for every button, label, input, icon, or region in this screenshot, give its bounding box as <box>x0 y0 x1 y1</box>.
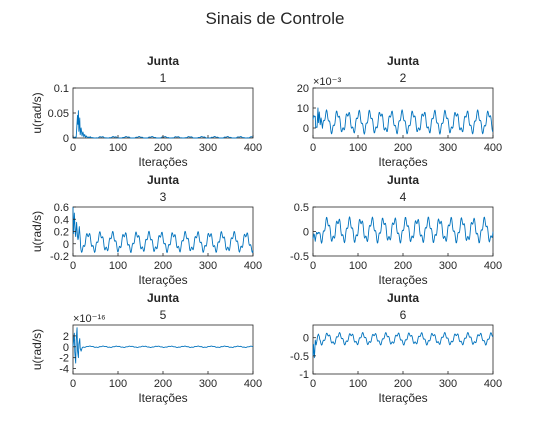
x-tick-label: 300 <box>199 378 217 390</box>
x-tick-label: 400 <box>484 142 502 154</box>
x-tick-label: 0 <box>310 378 316 390</box>
y-tick-label: -0.5 <box>290 251 309 263</box>
subplot-title: Junta <box>147 54 179 68</box>
y-tick-label: 0.05 <box>48 108 69 120</box>
x-tick-label: 400 <box>244 378 262 390</box>
axes-box <box>313 207 493 256</box>
x-tick-label: 300 <box>199 260 217 272</box>
y-exponent: ×10⁻³ <box>313 76 341 88</box>
subplot-title: Junta <box>387 54 419 68</box>
x-tick-label: 200 <box>394 142 412 154</box>
x-tick-label: 400 <box>244 142 262 154</box>
y-tick-label: -1 <box>299 369 309 381</box>
x-tick-label: 100 <box>349 378 367 390</box>
y-tick-label: -4 <box>59 364 69 376</box>
x-tick-label: 200 <box>154 378 172 390</box>
axes-box <box>73 88 253 138</box>
x-tick-label: 100 <box>109 142 127 154</box>
x-tick-label: 100 <box>349 260 367 272</box>
axes-box <box>73 325 253 374</box>
x-tick-label: 400 <box>244 260 262 272</box>
y-tick-label: -0.5 <box>290 351 309 363</box>
x-tick-label: 200 <box>154 142 172 154</box>
x-axis-label: Iterações <box>138 273 187 287</box>
subplot-number: 3 <box>160 190 167 204</box>
x-tick-label: 100 <box>109 378 127 390</box>
y-tick-label: 0 <box>303 123 309 135</box>
x-tick-label: 200 <box>154 260 172 272</box>
y-tick-label: 0 <box>303 333 309 345</box>
y-axis-label: u(rad/s) <box>30 211 44 252</box>
x-axis-label: Iterações <box>138 391 187 405</box>
subplot-title: Junta <box>387 173 419 187</box>
x-tick-label: 400 <box>484 260 502 272</box>
y-tick-label: -0.2 <box>50 251 69 263</box>
x-tick-label: 300 <box>199 142 217 154</box>
subplot-number: 2 <box>400 71 407 85</box>
subplot-number: 1 <box>160 71 167 85</box>
figure-title: Sinais de Controle <box>206 9 345 28</box>
y-tick-label: 0.6 <box>54 202 69 214</box>
y-axis-label: u(rad/s) <box>30 92 44 133</box>
subplot-number: 4 <box>400 190 407 204</box>
x-axis-label: Iterações <box>378 273 427 287</box>
subplot-number: 5 <box>160 308 167 322</box>
x-tick-label: 300 <box>439 260 457 272</box>
x-tick-label: 0 <box>310 260 316 272</box>
y-tick-label: 10 <box>297 103 309 115</box>
x-axis-label: Iterações <box>378 391 427 405</box>
x-tick-label: 0 <box>70 142 76 154</box>
subplot-title: Junta <box>147 173 179 187</box>
x-tick-label: 300 <box>439 142 457 154</box>
y-tick-label: 0 <box>63 133 69 145</box>
x-tick-label: 200 <box>394 260 412 272</box>
y-axis-label: u(rad/s) <box>30 329 44 370</box>
subplot-title: Junta <box>147 291 179 305</box>
subplot-title: Junta <box>387 291 419 305</box>
x-tick-label: 0 <box>310 142 316 154</box>
y-tick-label: 0 <box>63 239 69 251</box>
y-tick-label: 0 <box>303 227 309 239</box>
x-tick-label: 100 <box>109 260 127 272</box>
y-tick-label: 0.1 <box>54 83 69 95</box>
y-tick-label: 2 <box>63 331 69 343</box>
y-tick-label: -2 <box>59 353 69 365</box>
x-tick-label: 0 <box>70 378 76 390</box>
x-axis-label: Iterações <box>138 155 187 169</box>
x-tick-label: 300 <box>439 378 457 390</box>
y-tick-label: 0.4 <box>54 214 69 226</box>
y-tick-label: 0 <box>63 342 69 354</box>
subplot-number: 6 <box>400 308 407 322</box>
y-tick-label: 20 <box>297 83 309 95</box>
x-tick-label: 0 <box>70 260 76 272</box>
x-tick-label: 100 <box>349 142 367 154</box>
x-tick-label: 200 <box>394 378 412 390</box>
x-tick-label: 400 <box>484 378 502 390</box>
y-exponent: ×10⁻¹⁶ <box>73 313 106 325</box>
y-tick-label: 0.5 <box>294 202 309 214</box>
y-tick-label: 0.2 <box>54 227 69 239</box>
x-axis-label: Iterações <box>378 155 427 169</box>
